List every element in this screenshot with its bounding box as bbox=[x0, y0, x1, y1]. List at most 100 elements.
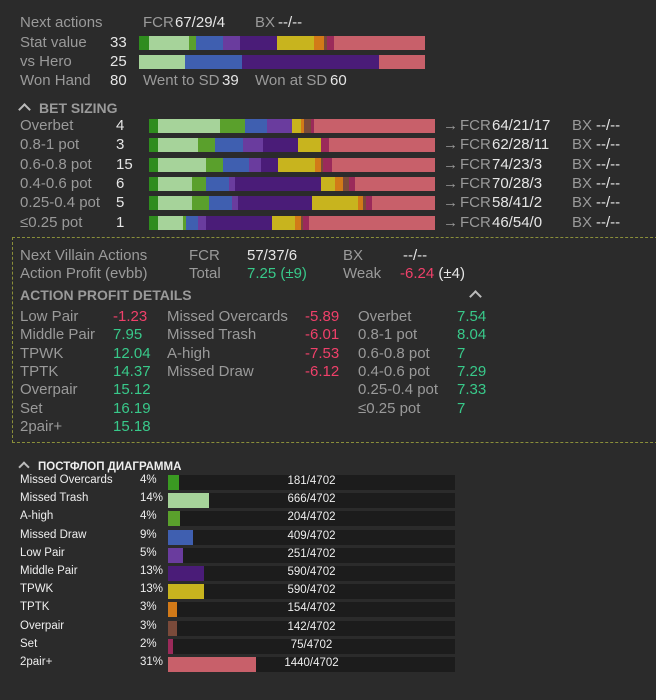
postflop-row-count: 75/4702 bbox=[290, 638, 333, 651]
postflop-bar-track: 251/4702 bbox=[168, 547, 455, 563]
bet-size-bar bbox=[149, 176, 435, 191]
bar-segment bbox=[157, 215, 184, 230]
bar-segment bbox=[301, 119, 305, 133]
bet-size-fcr: 74/23/3 bbox=[492, 155, 543, 173]
bar-segment bbox=[291, 119, 302, 133]
arrow-right-icon: → bbox=[443, 194, 458, 212]
bar-segment bbox=[139, 36, 150, 50]
stat-distribution-bar bbox=[139, 36, 425, 50]
won-sd-value: 60 bbox=[330, 72, 347, 89]
won-sd-label: Won at SD bbox=[255, 72, 328, 89]
bar-segment bbox=[320, 157, 324, 172]
bar-segment bbox=[183, 215, 187, 230]
profit-row-label: 0.8-1 pot bbox=[358, 326, 418, 344]
bar-segment bbox=[223, 36, 240, 50]
profit-row-label: A-high bbox=[167, 344, 211, 362]
postflop-row: Missed Trash 14% 666/4702 bbox=[20, 491, 455, 509]
postflop-bar-track: 154/4702 bbox=[168, 602, 455, 618]
stat-value: 33 bbox=[110, 34, 127, 51]
bar-segment bbox=[209, 196, 232, 211]
profit-row-label: ≤0.25 pot bbox=[358, 399, 421, 417]
postflop-row-count: 181/4702 bbox=[287, 475, 336, 487]
profit-row-label: Low Pair bbox=[20, 308, 79, 325]
postflop-toggle[interactable]: ПОСТФЛОП ДИАГРАММА bbox=[18, 457, 181, 474]
postflop-row-pct: 4% bbox=[140, 474, 157, 486]
bar-segment bbox=[263, 138, 298, 153]
postflop-bar bbox=[168, 602, 178, 618]
postflop-bar-track: 204/4702 bbox=[168, 511, 455, 527]
profit-row-value: -5.89 bbox=[305, 308, 340, 325]
postflop-row-pct: 13% bbox=[140, 583, 164, 596]
profit-row-label: 0.25-0.4 pot bbox=[358, 381, 439, 399]
bx-label: BX bbox=[572, 194, 593, 212]
bx-label: BX bbox=[572, 117, 593, 134]
bet-size-label: ≤0.25 pot bbox=[20, 213, 83, 231]
postflop-row-count: 154/4702 bbox=[287, 602, 336, 615]
won-hand-value: 80 bbox=[110, 72, 127, 89]
bar-segment bbox=[245, 119, 268, 133]
postflop-bar bbox=[168, 566, 204, 581]
bar-segment bbox=[357, 196, 364, 211]
profit-row-value: 7 bbox=[457, 399, 466, 417]
bar-segment bbox=[149, 119, 159, 133]
bet-size-label: 0.8-1 pot bbox=[20, 136, 80, 154]
villain-bx-label: BX bbox=[343, 247, 364, 264]
bar-segment bbox=[157, 176, 192, 191]
bar-segment bbox=[157, 196, 192, 211]
postflop-bar bbox=[168, 620, 177, 636]
postflop-bar bbox=[168, 547, 184, 563]
bar-segment bbox=[191, 196, 210, 211]
bar-segment bbox=[277, 157, 315, 172]
bar-segment bbox=[237, 196, 312, 211]
bar-segment bbox=[323, 157, 332, 172]
postflop-bar-track: 590/4702 bbox=[168, 566, 455, 581]
profit-row-label: Set bbox=[20, 399, 43, 417]
bar-segment bbox=[149, 215, 158, 230]
bet-size-fcr: 62/28/11 bbox=[492, 136, 550, 154]
arrow-right-icon: → bbox=[443, 136, 458, 154]
postflop-row-label: Middle Pair bbox=[20, 565, 78, 577]
bar-segment bbox=[214, 138, 244, 153]
profit-row-value: 15.12 bbox=[113, 381, 151, 399]
postflop-row-pct: 3% bbox=[140, 601, 157, 614]
vs-hero-label: vs Hero bbox=[20, 53, 72, 70]
postflop-row-pct: 9% bbox=[140, 528, 157, 541]
postflop-row-pct: 4% bbox=[140, 510, 157, 523]
postflop-row: Set 2% 75/4702 bbox=[20, 637, 455, 655]
arrow-right-icon: → bbox=[443, 213, 458, 231]
action-profit-details-title: ACTION PROFIT DETAILS bbox=[20, 287, 192, 303]
bet-size-bar bbox=[149, 157, 435, 172]
postflop-bar bbox=[168, 657, 256, 672]
postflop-row-count: 666/4702 bbox=[287, 493, 336, 506]
bar-segment bbox=[206, 157, 224, 172]
postflop-row-label: Missed Trash bbox=[20, 492, 89, 505]
postflop-row-count: 204/4702 bbox=[287, 511, 336, 524]
bar-segment bbox=[303, 215, 310, 230]
profit-row-value: 7 bbox=[457, 344, 466, 362]
bx-value: --/-- bbox=[278, 14, 303, 31]
went-sd-value: 39 bbox=[222, 72, 239, 89]
bar-segment bbox=[206, 215, 272, 230]
bet-sizing-toggle[interactable]: BET SIZING bbox=[18, 100, 118, 117]
stat-value-label: Stat value bbox=[20, 34, 87, 51]
postflop-row-pct: 13% bbox=[140, 565, 164, 577]
profit-row-value: 7.29 bbox=[457, 362, 487, 380]
bar-segment bbox=[149, 157, 158, 172]
bar-segment bbox=[197, 215, 207, 230]
postflop-row: TPWK 13% 590/4702 bbox=[20, 582, 455, 600]
postflop-bar-track: 590/4702 bbox=[168, 584, 455, 600]
postflop-bar bbox=[168, 475, 179, 490]
profit-row-value: -6.01 bbox=[305, 326, 340, 344]
bar-segment bbox=[354, 176, 435, 191]
postflop-row-count: 409/4702 bbox=[287, 529, 336, 542]
arrow-right-icon: → bbox=[443, 155, 458, 173]
bet-size-value: 6 bbox=[116, 174, 125, 192]
went-sd-label: Went to SD bbox=[143, 72, 220, 89]
postflop-row-label: TPWK bbox=[20, 583, 54, 596]
profit-row-value: 7.95 bbox=[113, 326, 143, 344]
profit-row-value: 15.18 bbox=[113, 417, 151, 435]
profit-row-label: 0.6-0.8 pot bbox=[358, 344, 430, 362]
profit-row-value: 12.04 bbox=[113, 344, 151, 362]
bar-segment bbox=[313, 119, 435, 133]
bet-size-label: Overbet bbox=[20, 117, 74, 134]
